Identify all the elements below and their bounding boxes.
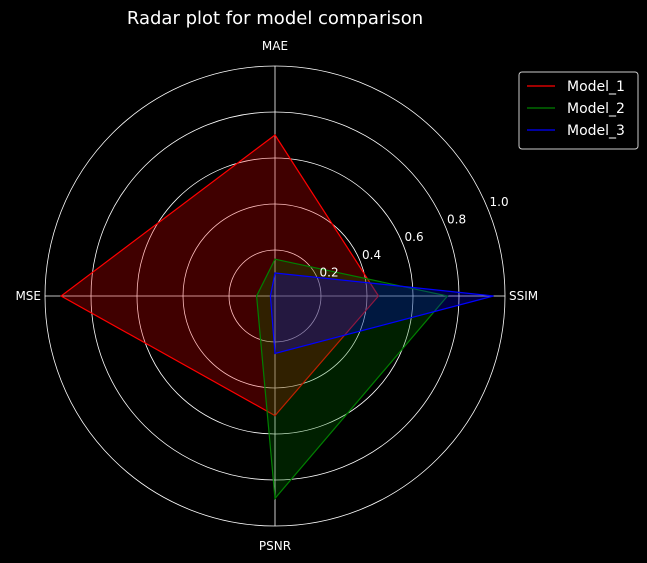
axis-label-mse: MSE — [15, 289, 41, 303]
radar-labels: 0.2 0.4 0.6 0.8 1.0 MAE SSIM PSNR MSE — [15, 39, 538, 553]
legend-label-model_3: Model_3 — [567, 123, 625, 139]
legend-label-model_2: Model_2 — [567, 101, 625, 117]
chart-legend: Model_1 Model_2 Model_3 — [518, 71, 639, 150]
radial-tick-label: 0.6 — [405, 230, 424, 244]
legend-label-model_1: Model_1 — [567, 79, 625, 95]
radar-series — [60, 134, 494, 500]
radial-tick-label: 0.4 — [362, 248, 381, 262]
axis-label-mae: MAE — [262, 39, 288, 53]
radial-tick-label: 0.8 — [447, 213, 466, 227]
axis-label-ssim: SSIM — [509, 289, 538, 303]
radial-tick-label: 1.0 — [490, 195, 509, 209]
radar-grid — [44, 65, 506, 527]
series-fill-model_3 — [270, 273, 494, 354]
radial-tick-label: 0.2 — [320, 265, 339, 279]
axis-label-psnr: PSNR — [259, 539, 291, 553]
chart-title: Radar plot for model comparison — [127, 8, 423, 29]
series-fill-model_1 — [61, 135, 379, 416]
series-fill-model_2 — [256, 259, 448, 499]
